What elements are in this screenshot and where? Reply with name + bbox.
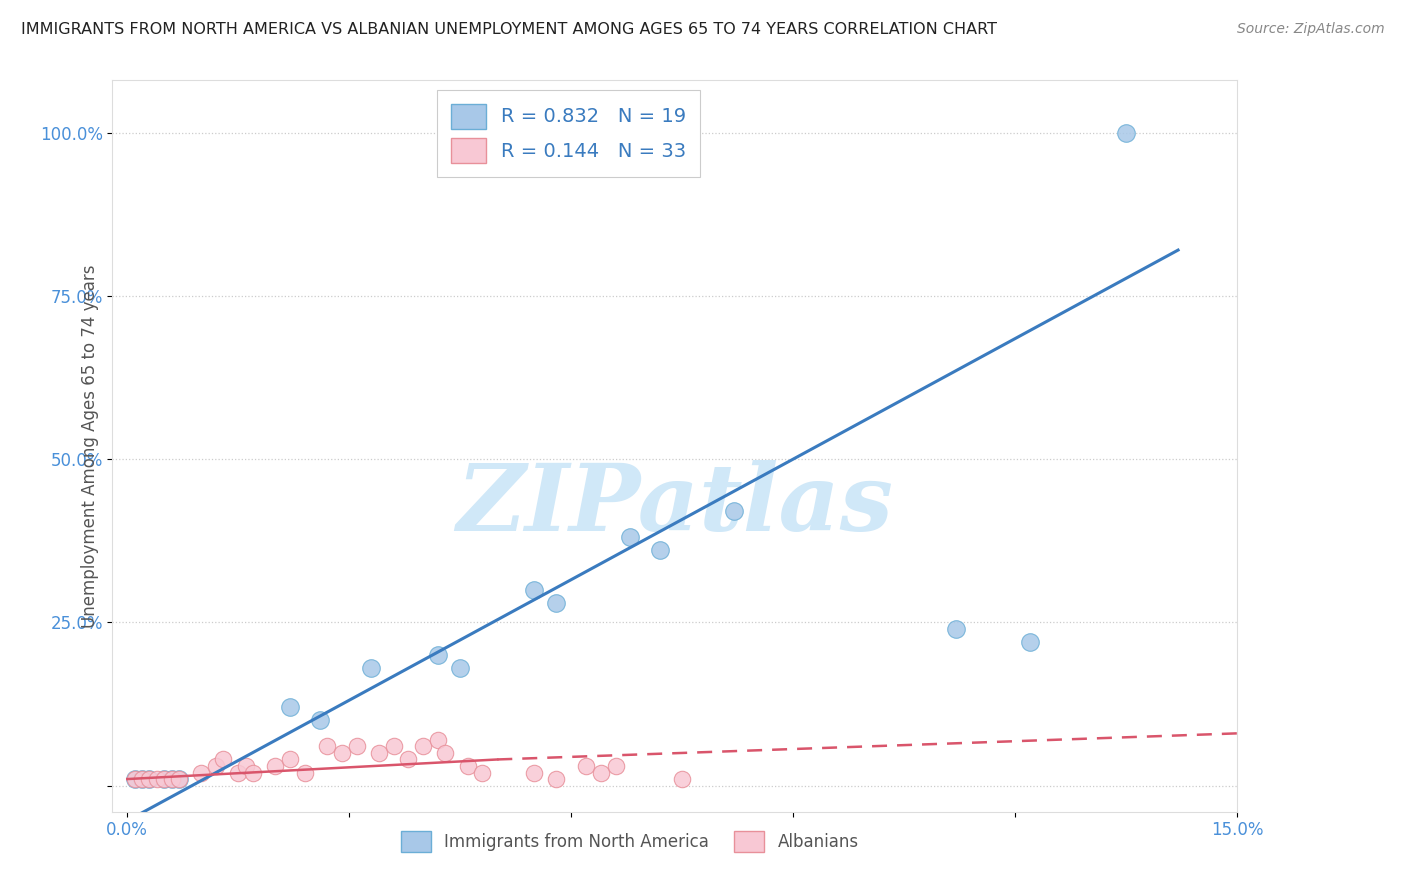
Point [427,732,450,747]
Point [264,759,287,773]
Text: Source: ZipAtlas.com: Source: ZipAtlas.com [1237,22,1385,37]
Text: ZIPatlas: ZIPatlas [457,459,893,549]
Point [167,772,190,786]
Point [523,582,546,597]
Point [190,765,212,780]
Legend: Immigrants from North America, Albanians: Immigrants from North America, Albanians [395,824,865,858]
Point [945,622,967,636]
Point [138,772,160,786]
Point [1019,635,1042,649]
Point [146,772,169,786]
Point [648,543,671,558]
Point [398,752,420,766]
Point [167,772,190,786]
Point [427,648,450,662]
Point [160,772,183,786]
Point [131,772,153,786]
Point [131,772,153,786]
Point [360,661,382,675]
Point [226,765,249,780]
Point [205,759,228,773]
Point [124,772,146,786]
Point [1115,126,1137,140]
Point [242,765,264,780]
Point [278,752,301,766]
Point [471,765,494,780]
Point [457,759,479,773]
Point [671,772,693,786]
Point [367,746,389,760]
Point [316,739,339,754]
Point [546,596,568,610]
Point [575,759,598,773]
Point [212,752,235,766]
Point [235,759,257,773]
Point [434,746,457,760]
Point [589,765,612,780]
Point [412,739,434,754]
Point [308,714,330,728]
Y-axis label: Unemployment Among Ages 65 to 74 years: Unemployment Among Ages 65 to 74 years [80,264,98,628]
Point [449,661,471,675]
Point [138,772,160,786]
Point [382,739,405,754]
Point [153,772,176,786]
Point [619,530,641,544]
Text: IMMIGRANTS FROM NORTH AMERICA VS ALBANIAN UNEMPLOYMENT AMONG AGES 65 TO 74 YEARS: IMMIGRANTS FROM NORTH AMERICA VS ALBANIA… [21,22,997,37]
Point [278,700,301,714]
Point [546,772,568,786]
Point [330,746,353,760]
Point [124,772,146,786]
Point [723,504,745,518]
Point [346,739,368,754]
Point [294,765,316,780]
Point [523,765,546,780]
Point [605,759,627,773]
Point [153,772,176,786]
Point [160,772,183,786]
